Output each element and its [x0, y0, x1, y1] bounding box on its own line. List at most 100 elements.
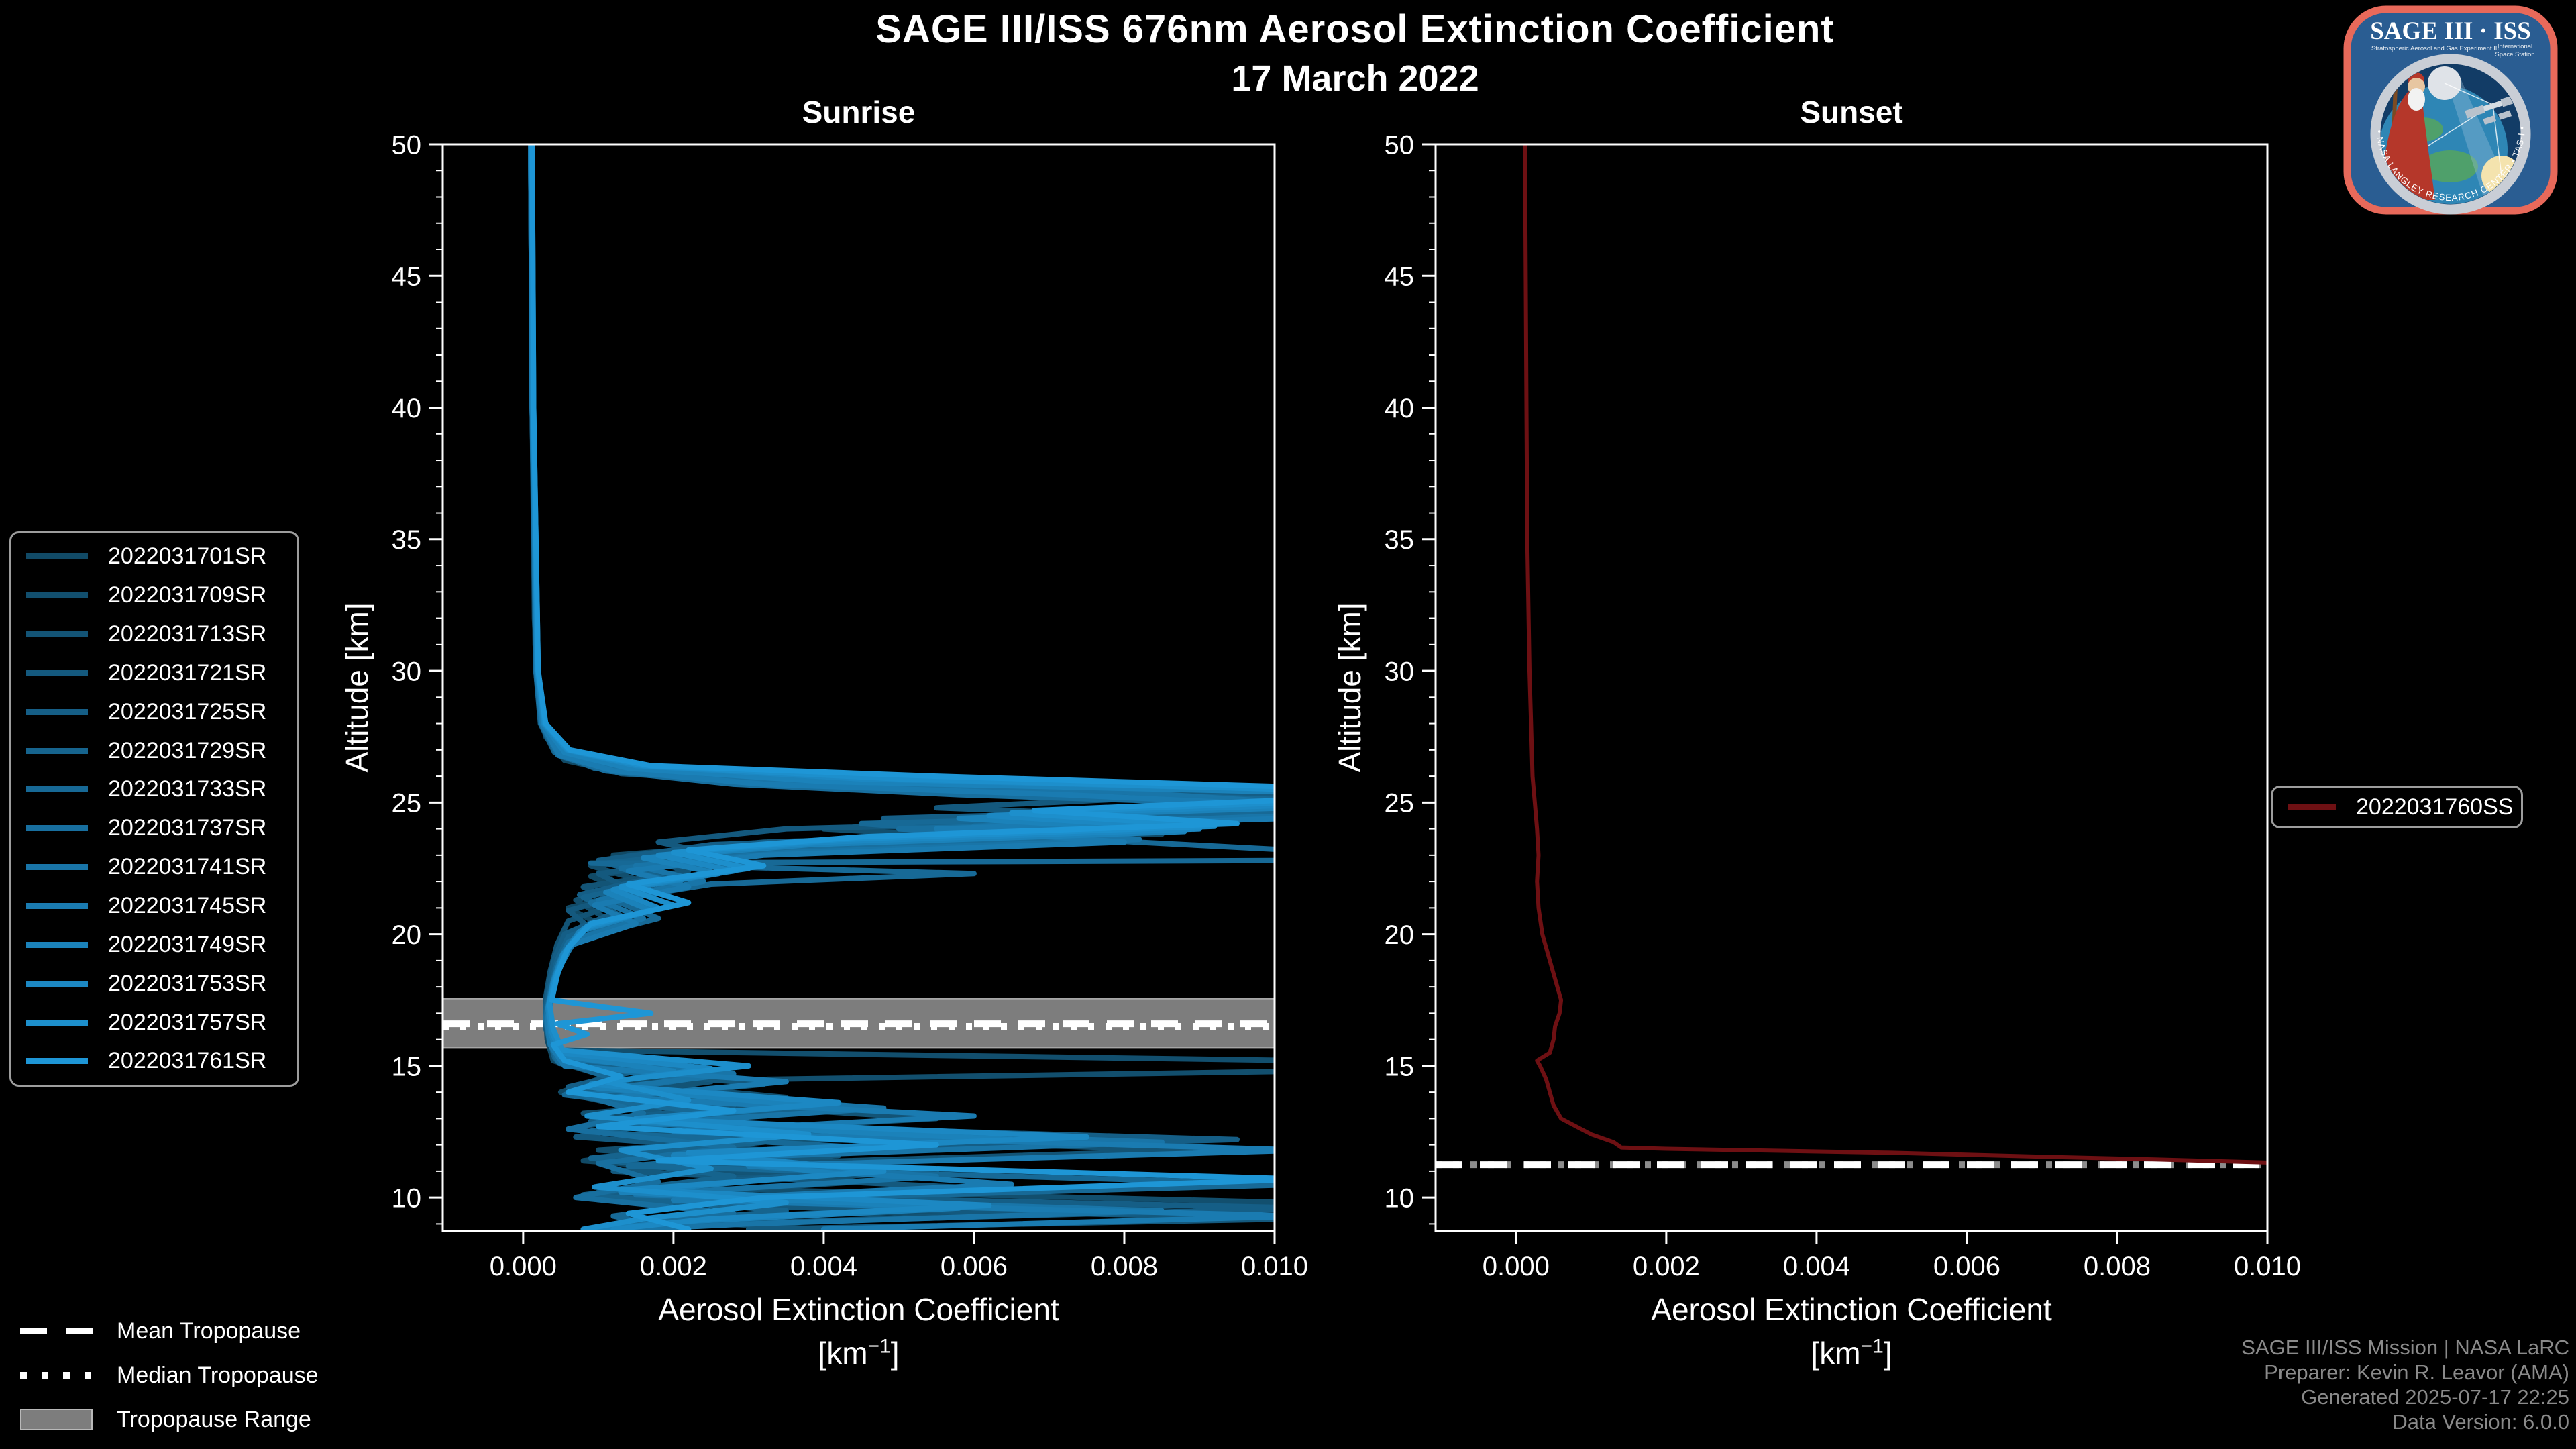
y-tick-label: 50 — [392, 130, 422, 160]
legend-line-sample — [26, 592, 88, 599]
x-tick-label: 0.000 — [490, 1252, 557, 1281]
legend-item: 2022031725SR — [11, 699, 297, 725]
patch-art — [2381, 64, 2520, 204]
legend-item-mean-tropopause: Mean Tropopause — [20, 1316, 319, 1346]
legend-item-label: 2022031709SR — [108, 582, 267, 608]
x-tick-label: 0.008 — [2084, 1252, 2151, 1281]
legend-item-label: 2022031753SR — [108, 970, 267, 996]
y-tick-label: 50 — [1385, 130, 1415, 160]
page-title: SAGE III/ISS 676nm Aerosol Extinction Co… — [875, 7, 1835, 51]
legend-line-sample — [26, 980, 88, 987]
y-tick-label: 35 — [1385, 525, 1415, 555]
generated-timestamp: Generated 2025-07-17 22:25 — [2301, 1385, 2569, 1409]
legend-item-label: 2022031761SR — [108, 1048, 267, 1074]
y-tick-label: 25 — [1385, 789, 1415, 818]
profile-line-2022031745SR — [528, 144, 1275, 1231]
logo-title: SAGE III · ISS — [2370, 17, 2531, 45]
y-tick-label: 10 — [1385, 1184, 1415, 1214]
legend-item: 2022031737SR — [11, 815, 297, 841]
legend-line-sample — [26, 1019, 88, 1026]
legend-line-sample — [26, 669, 88, 676]
legend-item-label: 2022031701SR — [108, 543, 267, 570]
y-tick-label: 15 — [1385, 1052, 1415, 1081]
sunset-panel-title: Sunset — [1800, 95, 1903, 129]
legend-line-sample — [26, 553, 88, 560]
sunrise-plot-area — [443, 144, 1275, 1231]
x-tick-label: 0.002 — [640, 1252, 707, 1281]
legend-item-label: 2022031741SR — [108, 854, 267, 880]
logo-subtitle-right-1: International — [2498, 43, 2532, 50]
sunset-plot-area — [1436, 144, 2267, 1169]
legend-item: 2022031701SR — [11, 543, 297, 570]
sunrise-legend: 2022031701SR 2022031709SR 2022031713SR 2022… — [9, 531, 299, 1087]
sunset-x-axis-unit: [km−1] — [1436, 1335, 2267, 1371]
legend-item: 2022031753SR — [11, 971, 297, 997]
unit-prefix: [km — [818, 1336, 868, 1371]
legend-item-label: 2022031733SR — [108, 776, 267, 802]
legend-item-tropopause-range: Tropopause Range — [20, 1405, 319, 1434]
sage-iss-mission-patch-logo: SAGE III · ISS Stratospheric Aerosol and… — [2343, 5, 2558, 215]
sunset-y-axis-label: Altitude [km] — [1332, 602, 1367, 773]
unit-sup: −1 — [867, 1335, 891, 1358]
credits-block: SAGE III/ISS Mission | NASA LaRC Prepare… — [2241, 1335, 2569, 1434]
legend-item-label: 2022031737SR — [108, 815, 267, 841]
y-tick-label: 25 — [392, 789, 422, 818]
x-tick-label: 0.010 — [1241, 1252, 1308, 1281]
x-tick-label: 0.006 — [1933, 1252, 2000, 1281]
legend-line-sample — [26, 864, 88, 871]
data-version: Data Version: 6.0.0 — [2392, 1410, 2569, 1434]
sunset-x-axis-label: Aerosol Extinction Coefficient — [1651, 1292, 2052, 1327]
unit-suffix: ] — [890, 1336, 900, 1371]
unit-sup: −1 — [1860, 1335, 1884, 1358]
legend-item-label: 2022031713SR — [108, 621, 267, 647]
legend-item-label: 2022031729SR — [108, 737, 267, 763]
y-tick-label: 40 — [392, 394, 422, 423]
profile-line-2022031760SS — [1523, 144, 2267, 1165]
legend-line-sample — [2288, 804, 2336, 810]
sunrise-x-axis-unit: [km−1] — [443, 1335, 1275, 1371]
legend-item: 2022031721SR — [11, 660, 297, 686]
sunrise-x-axis-label: Aerosol Extinction Coefficient — [658, 1292, 1059, 1327]
legend-item-label: 2022031725SR — [108, 698, 267, 724]
legend-line-sample — [26, 786, 88, 793]
dotted-line-sample — [20, 1372, 93, 1379]
legend-item-label: Median Tropopause — [117, 1362, 319, 1388]
iss — [2465, 93, 2520, 125]
legend-line-sample — [26, 631, 88, 638]
logo-subtitle-right-2: Space Station — [2495, 51, 2534, 58]
y-tick-label: 15 — [392, 1052, 422, 1081]
legend-item: 2022031709SR — [11, 582, 297, 608]
legend-item: 2022031757SR — [11, 1010, 297, 1036]
legend-line-sample — [26, 708, 88, 715]
y-tick-label: 20 — [1385, 920, 1415, 950]
x-tick-label: 0.002 — [1633, 1252, 1700, 1281]
x-tick-label: 0.004 — [1783, 1252, 1850, 1281]
dashed-line-sample — [20, 1328, 93, 1334]
sunset-axes-frame — [1434, 143, 2269, 1232]
x-tick-label: 0.004 — [790, 1252, 857, 1281]
y-tick-label: 45 — [1385, 262, 1415, 292]
y-tick-label: 30 — [1385, 657, 1415, 686]
legend-item-label: 2022031745SR — [108, 893, 267, 919]
date-subtitle: 17 March 2022 — [1231, 58, 1479, 99]
legend-item: 2022031741SR — [11, 854, 297, 880]
legend-line-sample — [26, 903, 88, 910]
legend-item-label: 2022031721SR — [108, 659, 267, 686]
preparer-credit: Preparer: Kevin R. Leavor (AMA) — [2264, 1360, 2569, 1384]
legend-item-label: 2022031760SS — [2356, 794, 2514, 820]
legend-item-median-tropopause: Median Tropopause — [20, 1360, 319, 1390]
y-tick-label: 30 — [392, 657, 422, 686]
x-tick-label: 0.006 — [941, 1252, 1008, 1281]
logo-subtitle-left: Stratospheric Aerosol and Gas Experiment… — [2371, 45, 2499, 52]
legend-item: 2022031749SR — [11, 932, 297, 958]
sunrise-panel-title: Sunrise — [802, 95, 916, 129]
legend-item: 2022031733SR — [11, 776, 297, 802]
legend-item: 2022031760SS — [2273, 794, 2521, 820]
legend-item-label: Mean Tropopause — [117, 1318, 301, 1344]
legend-item-label: 2022031749SR — [108, 931, 267, 957]
legend-item-label: 2022031757SR — [108, 1009, 267, 1035]
sunset-legend: 2022031760SS — [2271, 786, 2523, 828]
legend-line-sample — [26, 941, 88, 948]
legend-item-label: Tropopause Range — [117, 1406, 311, 1432]
